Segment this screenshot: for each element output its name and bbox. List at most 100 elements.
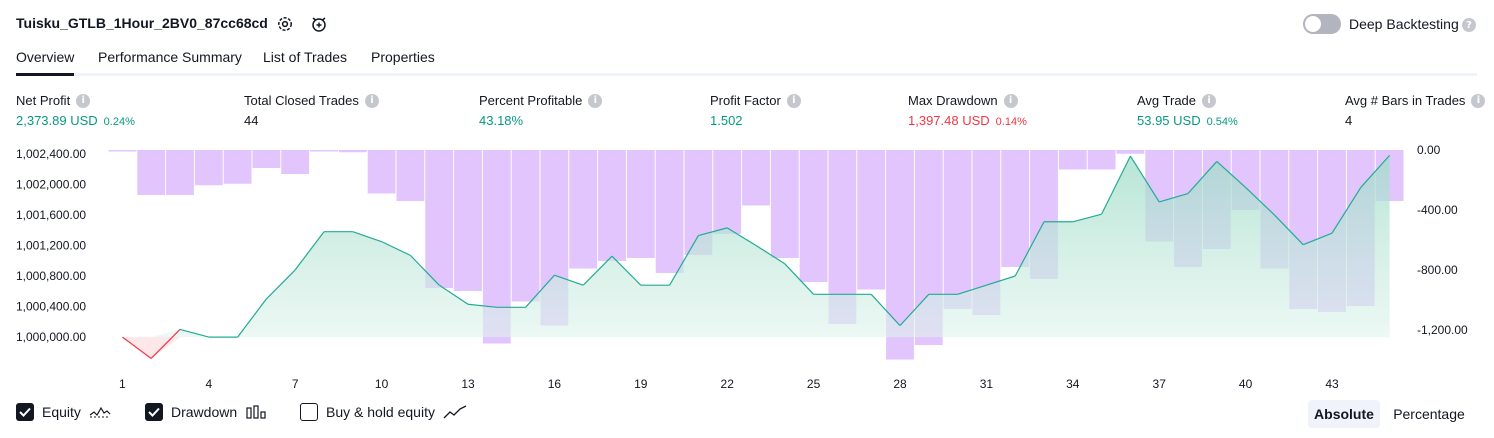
info-icon[interactable]: i [786,93,801,108]
equity-line-segment [179,328,209,338]
buy-hold-label: Buy & hold equity [326,404,435,420]
metric-total-closed-trades: Total Closed Trades i 44 [244,93,379,128]
drawdown-bar [598,150,626,261]
x-tick-label: 13 [461,377,475,391]
drawdown-bar [194,150,223,186]
x-tick-label: 34 [1066,377,1080,391]
metric-value: 4 [1345,113,1353,128]
drawdown-bar [1058,150,1087,170]
settings-gear-icon[interactable] [274,13,296,35]
metric-max-drawdown: Max Drawdown i 1,397.48 USD 0.14% [908,93,1027,128]
equity-line-segment [726,227,757,246]
drawdown-bar [281,150,310,174]
drawdown-bar [1001,150,1030,267]
equity-line-segment [957,284,987,295]
equity-label: Equity [42,404,81,420]
drawdown-bar [367,150,396,194]
equity-line-segment [755,244,786,265]
y-left-tick-label: 1,001,200.00 [16,238,86,252]
info-icon[interactable]: i [1471,93,1486,108]
legend-drawdown[interactable]: Drawdown [145,403,267,421]
equity-line-segment [525,274,555,308]
x-tick-label: 43 [1325,377,1339,391]
equity-line-segment [467,303,497,308]
y-left-tick-label: 1,002,000.00 [16,177,86,191]
metric-label: Net Profit [16,93,71,108]
equity-line-segment [698,227,728,237]
x-tick-label: 4 [205,377,212,391]
metric-percent-profitable: Percent Profitable i 43.18% [479,93,603,128]
y-left-tick-label: 1,000,400.00 [16,300,86,314]
info-icon[interactable]: i [1202,93,1217,108]
buy-hold-checkbox[interactable] [300,403,318,421]
info-icon[interactable]: i [76,93,91,108]
info-icon[interactable]: i [364,93,379,108]
strategy-title: Tuisku_GTLB_1Hour_2BV0_87cc68cd [16,15,268,31]
deep-backtesting-help-icon[interactable]: ? [1462,18,1476,32]
metric-label: Profit Factor [710,93,781,108]
metric-profit-factor: Profit Factor i 1.502 [710,93,801,128]
metric-value: 1,397.48 USD [908,113,990,128]
equity-line-segment [438,284,469,305]
equity-line-segment [122,336,152,359]
equity-drawdown-chart[interactable]: 1,002,400.00 1,002,000.00 1,001,600.00 1,00… [0,138,1494,398]
drawdown-bar [454,150,482,291]
drawdown-bar [223,150,252,184]
metric-percent: 0.14% [995,116,1027,128]
equity-line-segment [381,241,411,256]
drawdown-bar [511,150,540,302]
equity-line-segment [669,235,699,286]
legend-buy-hold[interactable]: Buy & hold equity [300,403,467,421]
drawdown-bar [626,150,655,258]
deep-backtesting-label: Deep Backtesting [1349,16,1459,32]
y-right-tick-label: 0.00 [1417,143,1441,157]
metric-label: Percent Profitable [479,93,583,108]
percentage-button[interactable]: Percentage [1393,406,1465,422]
equity-line-segment [1187,161,1218,194]
x-tick-label: 7 [292,377,299,391]
metric-value: 43.18% [479,113,524,128]
tab-properties[interactable]: Properties [371,49,435,65]
equity-line-icon [89,406,111,418]
y-right-tick-label: -1,200.00 [1417,323,1468,337]
equity-line-segment [1072,213,1102,223]
deep-backtesting-toggle[interactable] [1303,14,1341,34]
add-alert-clock-icon[interactable] [308,13,330,35]
equity-line-segment [1331,187,1362,234]
tab-bar: Overview Performance Summary List of Tra… [16,48,1477,76]
equity-line-segment [784,263,815,295]
drawdown-bar [310,150,338,152]
drawdown-bar [1087,150,1116,170]
info-icon[interactable]: i [588,93,603,108]
metric-avg-bars-in-trades: Avg # Bars in Trades i 4 [1345,93,1486,128]
x-tick-label: 16 [548,377,562,391]
y-left-tick-label: 1,002,400.00 [16,147,86,161]
equity-line-segment [582,255,613,286]
tab-performance-summary[interactable]: Performance Summary [98,49,242,65]
equity-line-segment [265,269,296,300]
drawdown-checkbox[interactable] [145,403,163,421]
drawdown-bar [137,150,166,195]
y-left-tick-label: 1,001,600.00 [16,208,86,222]
y-right-tick-label: -800.00 [1417,263,1458,277]
equity-line-segment [1014,221,1045,277]
drawdown-bar [396,150,425,201]
equity-line-segment [554,274,584,286]
drawdown-bar [425,150,454,288]
equity-area [122,155,1390,338]
equity-checkbox[interactable] [16,403,34,421]
x-tick-label: 28 [893,377,907,391]
x-tick-label: 25 [807,377,821,391]
tab-list-of-trades[interactable]: List of Trades [263,49,348,65]
drawdown-bar [742,150,770,206]
x-tick-label: 1 [119,377,126,391]
metric-value: 44 [244,113,259,128]
drawdown-bar [252,150,281,168]
info-icon[interactable]: i [1003,93,1018,108]
x-tick-label: 10 [375,377,389,391]
drawdown-bar [799,150,828,282]
tab-overview[interactable]: Overview [16,49,75,76]
legend-equity[interactable]: Equity [16,403,111,421]
absolute-button[interactable]: Absolute [1308,400,1380,428]
buy-hold-line-icon [443,405,467,419]
